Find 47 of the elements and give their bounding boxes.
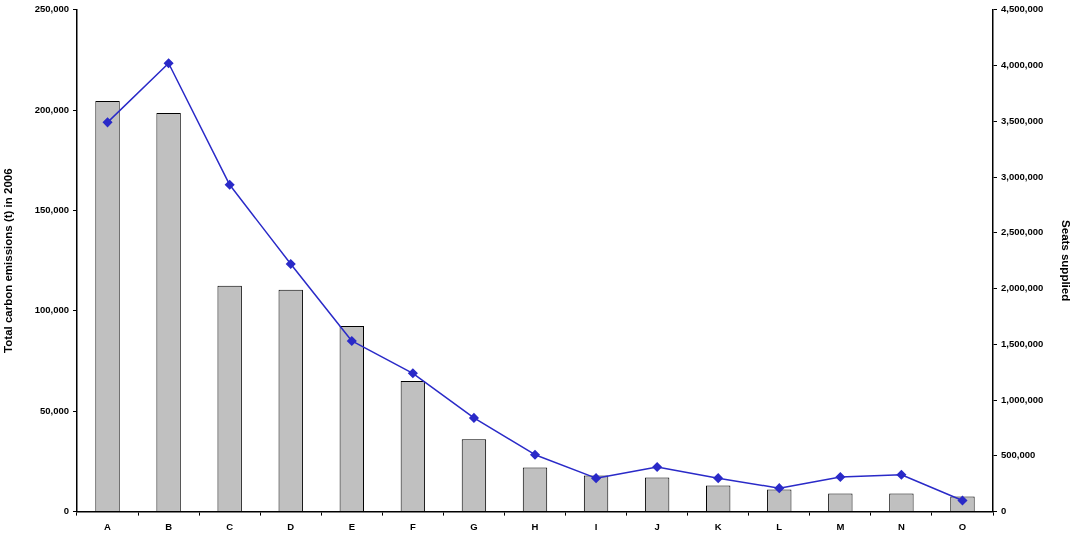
- x-tick-label: A: [104, 520, 112, 532]
- x-tick-label: C: [226, 520, 234, 532]
- x-tick-label: M: [836, 520, 845, 532]
- point: [713, 473, 723, 483]
- point: [591, 473, 601, 483]
- x-tick-label: D: [287, 520, 295, 532]
- x-tick-label: B: [165, 520, 173, 532]
- y2-tick-label: 0: [1001, 505, 1007, 517]
- point: [530, 449, 540, 460]
- y2-tick-label: 4,500,000: [1001, 3, 1044, 15]
- y2-tick-label: 2,000,000: [1001, 282, 1044, 294]
- y-tick-label: 100,000: [34, 304, 69, 316]
- point: [835, 472, 846, 482]
- x-tick-label: L: [776, 520, 783, 532]
- x-tick-label: I: [594, 520, 598, 532]
- y-tick-label: 50,000: [39, 404, 69, 416]
- point: [469, 413, 479, 423]
- x-tick-label: H: [531, 520, 539, 532]
- y-tick-label: 200,000: [34, 103, 69, 115]
- point: [774, 483, 785, 493]
- y2-tick-label: 500,000: [1001, 449, 1036, 461]
- point: [163, 58, 174, 68]
- y2-tick-label: 4,000,000: [1001, 59, 1044, 71]
- y2-tick-label: 1,500,000: [1001, 337, 1044, 349]
- point: [285, 259, 296, 269]
- point: [102, 117, 113, 128]
- x-tick-label: F: [409, 520, 416, 532]
- x-tick-label: K: [714, 520, 722, 532]
- x-tick-label: G: [470, 520, 478, 532]
- y2-tick-label: 3,000,000: [1001, 170, 1044, 182]
- point: [347, 336, 357, 346]
- y2-axis-title: Seats supplied: [1059, 220, 1072, 302]
- x-tick-label: J: [654, 520, 660, 532]
- y-tick-label: 150,000: [34, 204, 69, 216]
- y-axis-title: Total carbon emissions (t) in 2006: [2, 168, 15, 353]
- x-tick-label: O: [958, 520, 967, 532]
- point: [408, 368, 418, 379]
- x-tick-label: E: [348, 520, 355, 532]
- point: [652, 462, 662, 472]
- y-tick-label: 250,000: [34, 3, 69, 15]
- y2-tick-label: 1,000,000: [1001, 393, 1044, 405]
- point: [896, 470, 907, 480]
- x-tick-label: N: [897, 520, 905, 532]
- y2-tick-label: 3,500,000: [1001, 114, 1044, 126]
- y2-tick-label: 2,500,000: [1001, 226, 1044, 238]
- y-tick-label: 0: [63, 505, 69, 517]
- point: [224, 180, 235, 190]
